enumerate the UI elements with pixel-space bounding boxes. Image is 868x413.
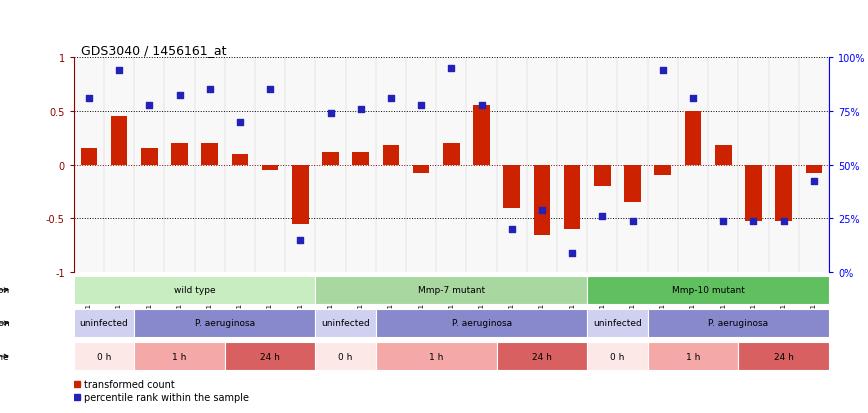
Text: 1 h: 1 h (686, 352, 700, 361)
Bar (594, 165, 611, 187)
Bar (745, 165, 762, 221)
Bar (685, 112, 701, 165)
Point (263, 87, 277, 93)
Text: uninfected: uninfected (593, 319, 641, 328)
Point (203, 87, 217, 93)
Bar (534, 165, 550, 235)
Text: 0 h: 0 h (610, 352, 625, 361)
Bar (352, 152, 369, 165)
Bar (443, 144, 460, 165)
Bar (496, 342, 588, 370)
Point (626, 218, 640, 224)
Point (142, 103, 156, 109)
Bar (201, 144, 218, 165)
Text: P. aeruginosa: P. aeruginosa (451, 319, 511, 328)
Text: 24 h: 24 h (260, 352, 280, 361)
Bar (624, 165, 641, 203)
Point (565, 250, 579, 256)
Text: uninfected: uninfected (321, 319, 370, 328)
Bar (74, 342, 135, 370)
Text: time: time (0, 352, 10, 361)
Point (414, 103, 428, 109)
Text: GDS3040 / 1456161_at: GDS3040 / 1456161_at (82, 44, 227, 57)
Bar (383, 146, 399, 165)
Bar (315, 309, 376, 337)
Bar (376, 309, 588, 337)
Text: infection: infection (0, 319, 10, 328)
Bar (315, 276, 588, 304)
Point (384, 95, 398, 102)
Text: Mmp-7 mutant: Mmp-7 mutant (418, 286, 485, 294)
Point (475, 103, 489, 109)
Text: P. aeruginosa: P. aeruginosa (708, 319, 768, 328)
Bar (564, 165, 581, 230)
Bar (74, 276, 315, 304)
Text: 1 h: 1 h (173, 352, 187, 361)
Point (716, 218, 730, 224)
Bar (739, 342, 829, 370)
Point (686, 95, 700, 102)
Point (777, 218, 791, 224)
Text: 0 h: 0 h (339, 352, 352, 361)
Point (656, 67, 670, 74)
Point (173, 92, 187, 99)
Text: 1 h: 1 h (429, 352, 444, 361)
Text: wild type: wild type (174, 286, 215, 294)
Bar (135, 309, 315, 337)
Point (82, 95, 95, 102)
Bar (111, 117, 128, 165)
Bar (262, 165, 279, 171)
Point (746, 218, 760, 224)
Text: 24 h: 24 h (532, 352, 552, 361)
Bar (141, 149, 158, 165)
Text: uninfected: uninfected (80, 319, 128, 328)
Point (807, 178, 821, 185)
Bar (648, 342, 739, 370)
Bar (81, 149, 97, 165)
Text: 24 h: 24 h (773, 352, 793, 361)
Bar (648, 309, 829, 337)
Text: P. aeruginosa: P. aeruginosa (194, 319, 255, 328)
Bar (135, 342, 225, 370)
Bar (588, 309, 648, 337)
Text: 0 h: 0 h (97, 352, 111, 361)
Bar (588, 342, 648, 370)
Bar (322, 152, 339, 165)
Text: transformed count: transformed count (84, 380, 175, 389)
Point (505, 226, 519, 233)
Point (444, 65, 458, 72)
Point (112, 67, 126, 74)
Bar (413, 165, 430, 174)
Bar (588, 276, 829, 304)
Point (293, 237, 307, 244)
Point (233, 119, 247, 126)
Point (324, 110, 338, 117)
Point (595, 214, 609, 220)
Bar (315, 342, 376, 370)
Bar (654, 165, 671, 176)
Bar (376, 342, 496, 370)
Text: percentile rank within the sample: percentile rank within the sample (84, 392, 249, 403)
Bar (292, 165, 309, 224)
Bar (806, 165, 822, 174)
Point (535, 207, 549, 214)
Text: Mmp-10 mutant: Mmp-10 mutant (672, 286, 745, 294)
Bar (715, 146, 732, 165)
Bar (74, 309, 135, 337)
Bar (473, 106, 490, 165)
Point (354, 106, 368, 113)
Bar (171, 144, 187, 165)
Bar (232, 154, 248, 165)
Text: genotype/variation: genotype/variation (0, 286, 10, 294)
Bar (225, 342, 315, 370)
Bar (503, 165, 520, 208)
Bar (775, 165, 792, 221)
